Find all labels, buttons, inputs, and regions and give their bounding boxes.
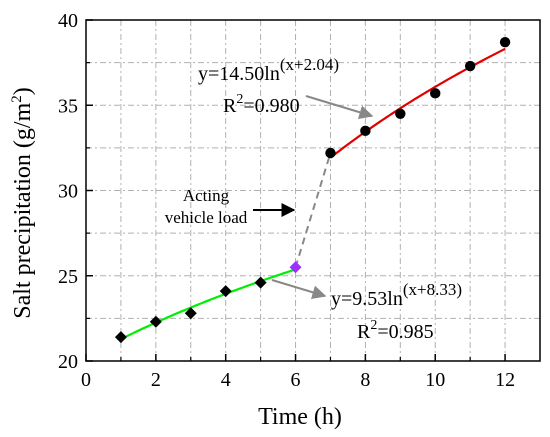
lower-equation-arrow — [271, 279, 327, 300]
x-tick-label: 10 — [425, 369, 445, 391]
upper-fit-equation: y=14.50ln(x+2.04) — [198, 55, 339, 85]
transition-connector — [294, 152, 332, 268]
axis-ticks: 0 2 4 6 8 10 12 20 25 30 35 40 — [58, 10, 515, 391]
x-tick-label: 12 — [495, 369, 515, 391]
diamond-point — [219, 285, 232, 298]
circle-point — [464, 60, 476, 72]
lower-fit-equation: y=9.53ln(x+8.33) — [331, 280, 462, 310]
diamond-point — [114, 331, 127, 344]
circle-point — [360, 125, 371, 137]
grid-lines — [86, 20, 540, 361]
upper-fit-r2: R2=0.980 — [223, 92, 300, 117]
y-tick-label: 30 — [58, 181, 78, 203]
y-tick-label: 20 — [58, 351, 78, 373]
upper-equation-arrow — [305, 95, 374, 120]
load-label-line2: vehicle load — [165, 208, 248, 227]
data-points — [114, 36, 511, 344]
load-label-line1: Acting — [183, 186, 230, 205]
x-tick-label: 2 — [151, 369, 161, 391]
diamond-point — [184, 307, 197, 320]
circle-point — [499, 36, 511, 48]
y-axis-title: Salt precipitation (g/m2) — [9, 87, 36, 318]
y-tick-label: 40 — [58, 10, 78, 32]
x-axis-title: Time (h) — [258, 404, 342, 430]
x-tick-label: 6 — [291, 369, 301, 391]
diamond-point — [254, 276, 267, 289]
circle-point — [430, 88, 441, 99]
circle-point — [325, 147, 336, 159]
upper-fit-curve — [329, 47, 506, 159]
y-tick-label: 25 — [58, 266, 78, 288]
diamond-point — [149, 315, 162, 328]
x-tick-label: 0 — [81, 369, 91, 391]
fit-curves — [120, 47, 506, 341]
lower-fit-curve — [120, 268, 296, 341]
circle-point — [395, 108, 406, 119]
lower-fit-r2: R2=0.985 — [357, 318, 434, 343]
x-tick-label: 4 — [221, 369, 231, 391]
x-tick-label: 8 — [360, 369, 370, 391]
y-tick-label: 35 — [58, 95, 78, 117]
transition-point — [289, 261, 302, 274]
